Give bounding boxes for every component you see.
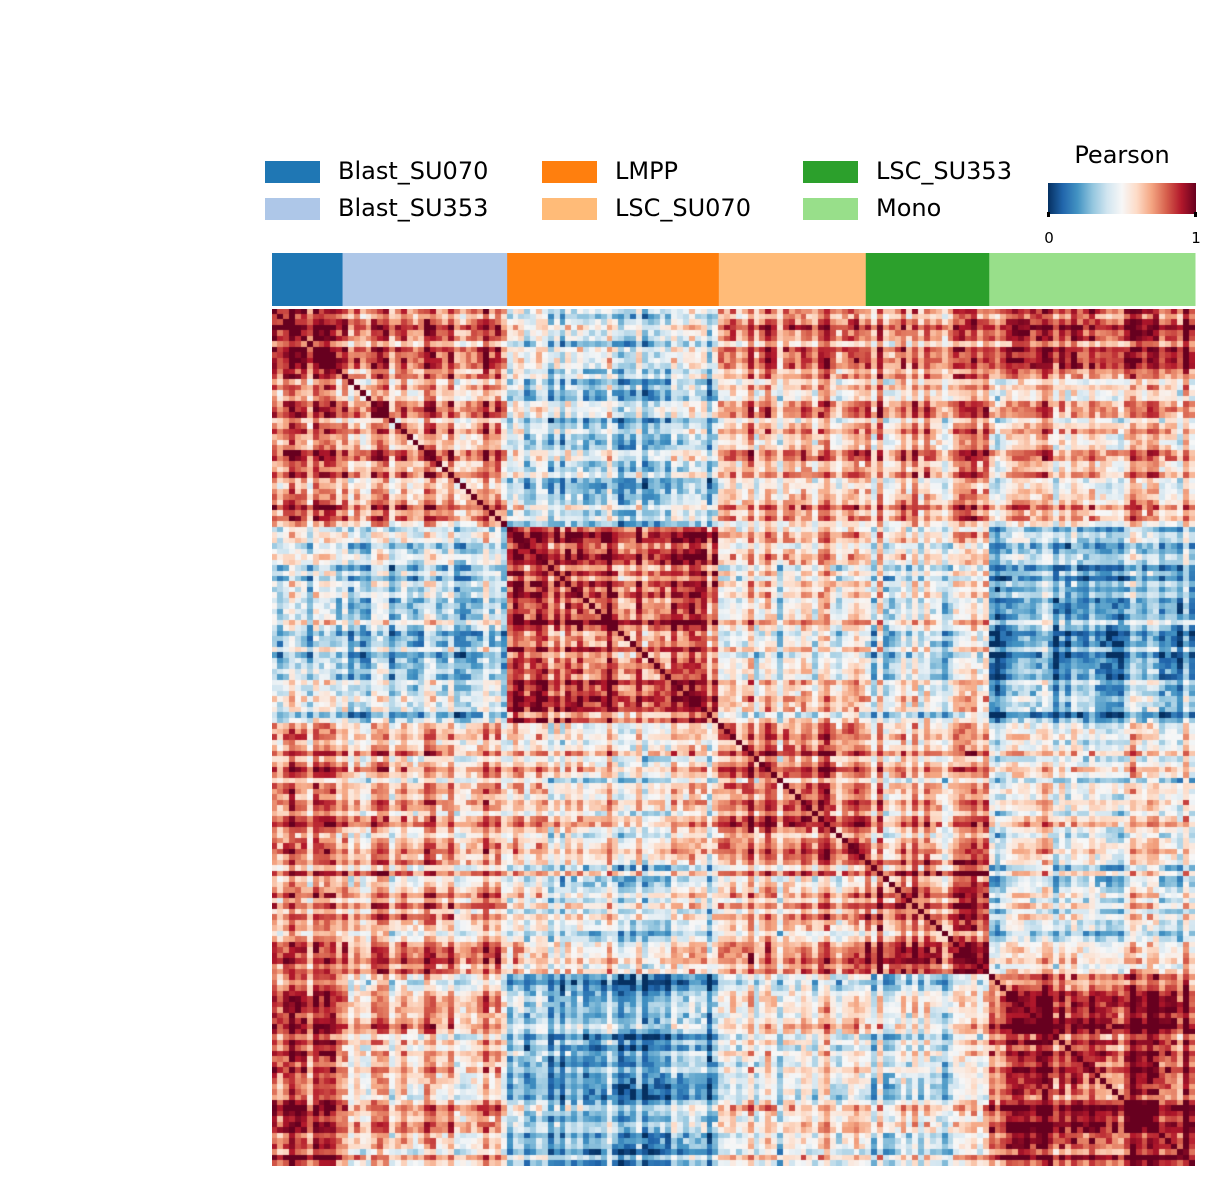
colorbar-tick-max (1194, 212, 1197, 217)
legend-swatch (803, 161, 858, 183)
legend-label: LSC_SU070 (615, 194, 751, 222)
colorbar-label-min: 0 (1044, 229, 1054, 247)
legend-label: Mono (876, 194, 942, 222)
legend-label: LSC_SU353 (876, 157, 1012, 185)
annotation-segment-lsc-su070 (718, 253, 867, 306)
annotation-segment-blast-su353 (342, 253, 508, 306)
annotation-segment-lmpp (507, 253, 720, 306)
legend-swatch (265, 198, 320, 220)
group-annotation-bar (272, 253, 1196, 306)
correlation-heatmap (272, 309, 1195, 1166)
colorbar (1048, 183, 1196, 214)
legend-label: LMPP (615, 157, 679, 185)
colorbar-tick-min (1047, 212, 1050, 217)
colorbar-title: Pearson (1074, 141, 1170, 169)
legend-label: Blast_SU070 (338, 157, 489, 185)
annotation-segment-blast-su070 (272, 253, 344, 306)
legend-swatch (542, 198, 597, 220)
legend-swatch (265, 161, 320, 183)
colorbar-label-max: 1 (1191, 229, 1201, 247)
annotation-segment-mono (989, 253, 1196, 306)
annotation-segment-lsc-su353 (865, 253, 990, 306)
legend-label: Blast_SU353 (338, 194, 489, 222)
legend-swatch (803, 198, 858, 220)
legend-swatch (542, 161, 597, 183)
